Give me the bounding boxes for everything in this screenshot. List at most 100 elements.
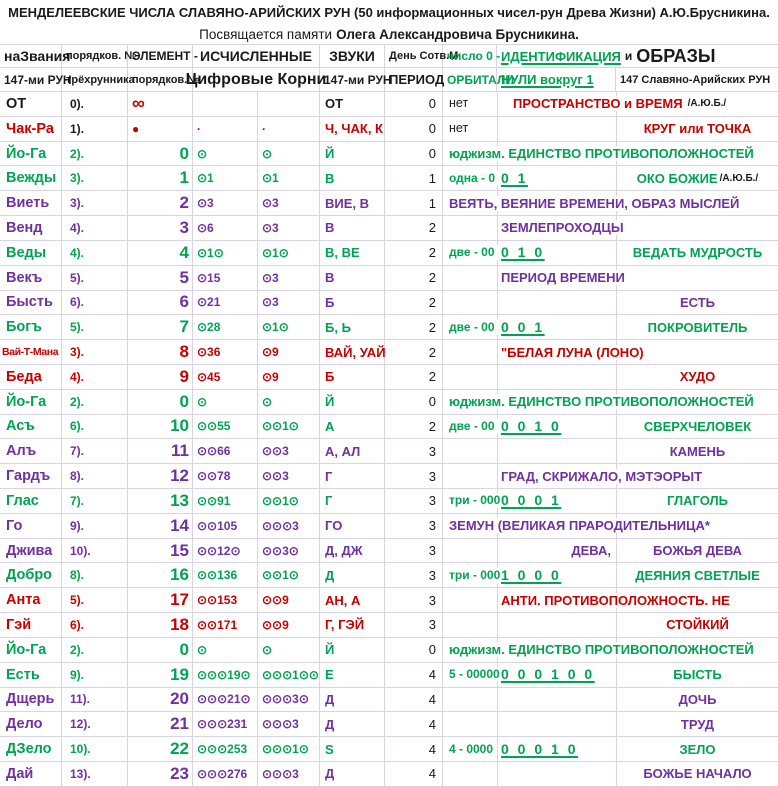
note-text: 0 0 1 0: [501, 418, 565, 434]
element-number-cell: 20: [128, 687, 193, 712]
column-divider: [497, 613, 498, 637]
orbitals-label: одна - 0: [449, 166, 499, 190]
digit-root-cell: ⊙⊙⊙276: [193, 761, 258, 786]
rune-name-cell: Гардъ: [0, 464, 62, 488]
period-cell: 3: [385, 439, 443, 464]
triad-ordinal-cell: 3).: [62, 340, 128, 364]
note-text: БОЖЬЯ ДЕВА: [653, 543, 742, 559]
note-text: юджизм. ЕДИНСТВО ПРОТИВОПОЛОЖНОСТЕЙ: [449, 146, 757, 162]
column-divider: [616, 687, 617, 712]
note-text: 0 0 0 1: [501, 493, 565, 509]
table-row: ОТ 0). ∞ ОТ 0 нет ПРОСТРАНСТВО и ВРЕМЯ/А.Ю.Б./: [0, 92, 778, 117]
rune-name-cell: Дай: [0, 761, 62, 786]
element-number-cell: 11: [128, 439, 193, 464]
note-text: одна - 0: [449, 170, 499, 186]
right-zone: ЗЕМЛЕПРОХОДЦЫ: [443, 216, 778, 240]
subheader-period: ПЕРИОД: [385, 68, 444, 91]
triad-ordinal-cell: 9).: [62, 513, 128, 538]
note-text: ДЕВА,: [571, 543, 611, 559]
header-sounds: ЗВУКИ: [320, 45, 385, 67]
triad-ordinal-cell: 2).: [62, 389, 128, 414]
column-divider: [497, 712, 498, 737]
sounds-cell: В, ВЕ: [320, 240, 385, 265]
note-text: ПРОСТРАНСТВО и ВРЕМЯ: [513, 96, 686, 112]
right-zone: АНТИ. ПРОТИВОПОЛОЖНОСТЬ. НЕ: [443, 588, 778, 613]
digit-root-cell: ⊙45: [193, 364, 258, 389]
sounds-cell: Й: [320, 141, 385, 166]
period-cell: 2: [385, 340, 443, 364]
column-divider: [497, 216, 498, 240]
note-text: БЫСТЬ: [673, 667, 722, 683]
subheader-names: 147-ми РУН: [0, 68, 72, 91]
table-row: Йо-Га 2). 0 ⊙ ⊙ Й 0 юджизм. ЕДИНСТВО ПРОТИВОПОЛ…: [0, 389, 778, 415]
triad-ordinal-cell: 2).: [62, 637, 128, 662]
note-text: ОКО БОЖИЕ: [636, 170, 718, 186]
rune-name-cell: Векъ: [0, 265, 62, 290]
digit-root2-cell: ⊙⊙1⊙: [258, 489, 320, 513]
digit-root-cell: ⊙: [193, 141, 258, 166]
digit-root2-cell: ⊙⊙1⊙: [258, 563, 320, 588]
note-text: СТОЙКИЙ: [666, 617, 729, 633]
header-identification-images: ИДЕНТИФИКАЦИЯ и ОБРАЗЫ: [497, 45, 778, 67]
orbitals-label: две - 00: [449, 415, 498, 439]
right-zone: ВЕЯТЬ, ВЕЯНИЕ ВРЕМЕНИ, ОБРАЗ МЫСЛЕЙ: [443, 191, 778, 216]
column-divider: [616, 662, 617, 687]
column-divider: [497, 92, 498, 116]
row-note: ЗЕМУН (ВЕЛИКАЯ ПРАРОДИТЕЛЬНИЦА*: [449, 514, 713, 538]
table-row: Джива 10). 15 ⊙⊙12⊙ ⊙⊙3⊙ Д, ДЖ 3 ДЕВА, БОЖЬЯ ДЕВ…: [0, 538, 778, 564]
note-text: ГРАД, СКРИЖАЛО, МЭТЭОРЫТ: [501, 468, 706, 484]
digit-root2-cell: ⊙: [258, 141, 320, 166]
header-computed: ИСЧИСЛЕННЫЕ: [193, 45, 320, 67]
triad-ordinal-cell: 1).: [62, 116, 128, 141]
triad-ordinal-cell: 10).: [62, 538, 128, 563]
period-cell: 3: [385, 513, 443, 538]
digit-root2-cell: ⊙⊙⊙1⊙: [258, 737, 320, 761]
rune-name-cell: Йо-Га: [0, 637, 62, 662]
column-divider: [497, 340, 498, 364]
digit-root-cell: ⊙: [193, 389, 258, 414]
digit-root2-cell: ⊙⊙⊙3⊙: [258, 687, 320, 712]
subheader-orbitals: ОРБИТАЛИ: [443, 68, 514, 91]
element-number-cell: 4: [128, 240, 193, 265]
note-text: нет: [449, 121, 472, 137]
digit-root2-cell: ⊙⊙3: [258, 439, 320, 464]
note-text: 5 - 00000: [449, 667, 503, 683]
note-text: ДЕЯНИЯ СВЕТЛЫЕ: [635, 567, 760, 583]
rune-name-cell: Йо-Га: [0, 389, 62, 414]
nulls-value: 1 0 0 0: [501, 563, 565, 587]
triad-ordinal-cell: 11).: [62, 687, 128, 712]
rune-name-cell: Виеть: [0, 191, 62, 216]
right-zone: 5 - 00000 0 0 0 1 0 0 БЫСТЬ: [443, 662, 778, 687]
element-number-cell: 7: [128, 315, 193, 340]
column-divider: [616, 166, 617, 191]
right-zone: нет ПРОСТРАНСТВО и ВРЕМЯ/А.Ю.Б./: [443, 92, 778, 116]
digit-root2-cell: ⊙⊙⊙3: [258, 712, 320, 737]
nulls-value: 0 0 0 1 0: [501, 737, 581, 761]
digit-root-cell: ⊙6: [193, 216, 258, 240]
rune-name-cell: Глас: [0, 489, 62, 513]
digit-root2-cell: ⊙1⊙: [258, 240, 320, 265]
note-text: ХУДО: [679, 369, 716, 385]
triad-ordinal-cell: 8).: [62, 464, 128, 488]
table-row: Веды 4). 4 ⊙1⊙ ⊙1⊙ В, ВЕ 2 две - 00 0 1 0 ВЕДАТЬ …: [0, 240, 778, 266]
period-cell: 2: [385, 414, 443, 439]
digit-root2-cell: [258, 92, 320, 116]
column-divider: [497, 538, 498, 563]
right-zone: ГРАД, СКРИЖАЛО, МЭТЭОРЫТ: [443, 464, 778, 488]
column-divider: [497, 439, 498, 464]
element-number-cell: 6: [128, 290, 193, 315]
sounds-cell: Б, Ь: [320, 315, 385, 340]
row-note: ГРАД, СКРИЖАЛО, МЭТЭОРЫТ: [501, 464, 706, 488]
triad-ordinal-cell: 5).: [62, 265, 128, 290]
period-cell: 3: [385, 588, 443, 613]
rune-name-cell: ОТ: [0, 92, 62, 116]
digit-root-cell: ⊙⊙105: [193, 513, 258, 538]
sounds-cell: Й: [320, 637, 385, 662]
sounds-cell: В: [320, 216, 385, 240]
digit-root-cell: ⊙: [193, 637, 258, 662]
sounds-cell: Д, ДЖ: [320, 538, 385, 563]
period-cell: 4: [385, 662, 443, 687]
right-zone: ЕСТЬ: [443, 290, 778, 315]
element-number-cell: 15: [128, 538, 193, 563]
